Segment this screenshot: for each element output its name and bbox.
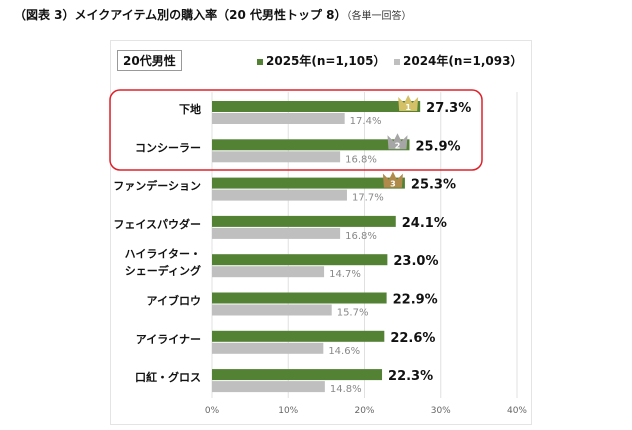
data-label-2024: 16.8% (345, 231, 377, 242)
bar-2024 (212, 227, 341, 239)
bar-2025 (212, 215, 396, 227)
crown-icon (398, 95, 419, 111)
legend-2025: 2025年(n=1,105） (257, 52, 385, 69)
category-label: ハイライター・ (125, 248, 201, 261)
data-label-2024: 15.7% (337, 308, 369, 319)
legend-label-2025: 2025年(n=1,105） (266, 54, 386, 68)
data-label-2025: 22.3% (388, 369, 433, 384)
crown-icon (387, 133, 408, 150)
data-label-2025: 24.1% (402, 216, 447, 231)
chart-frame (110, 40, 532, 425)
x-tick-label: 0% (205, 406, 220, 416)
x-tick-label: 20% (354, 406, 374, 416)
bar-2024 (212, 113, 345, 124)
bar-2024 (212, 189, 347, 201)
category-label: コンシーラー (135, 141, 201, 154)
bar-2025 (212, 177, 405, 189)
x-tick-label: 30% (431, 406, 451, 416)
data-label-2025: 25.9% (415, 139, 460, 154)
segment-label: 20代男性 (117, 50, 182, 71)
title-text: （図表 3）メイクアイテム別の購入率（20 代男性トップ 8） (14, 8, 347, 22)
crown-icon (382, 171, 403, 188)
title-note: （各単一回答） (346, 11, 412, 22)
bar-2025 (212, 139, 410, 151)
category-label: 下地 (179, 102, 201, 116)
bar-2024 (212, 266, 325, 278)
bar-2025 (212, 369, 383, 381)
legend-2024: 2024年(n=1,093） (394, 52, 522, 69)
x-tick-label: 10% (278, 406, 298, 416)
data-label-2024: 14.7% (329, 269, 361, 280)
legend-swatch-2024 (394, 58, 400, 65)
bar-2025 (212, 292, 387, 304)
rank-number: 1 (405, 103, 411, 112)
data-label-2025: 23.0% (393, 254, 438, 269)
bar-2024 (212, 304, 332, 316)
bar-2024 (212, 151, 341, 163)
data-label-2025: 25.3% (411, 178, 456, 193)
page-title: （図表 3）メイクアイテム別の購入率（20 代男性トップ 8）（各単一回答） (14, 6, 412, 23)
category-label: アイブロウ (147, 294, 201, 308)
legend-swatch-2025 (257, 58, 263, 65)
rank-number: 2 (395, 141, 401, 150)
category-label: 口紅・グロス (135, 370, 201, 384)
category-label: ファンデーション (113, 179, 201, 193)
legend-label-2024: 2024年(n=1,093） (403, 54, 523, 68)
bar-2024 (212, 342, 324, 354)
bar-2024 (212, 381, 325, 393)
bar-2025 (212, 254, 388, 266)
category-label: フェイスパウダー (113, 217, 201, 231)
data-label-2024: 17.4% (350, 116, 382, 127)
data-label-2025: 27.3% (426, 101, 471, 116)
bar-2025 (212, 101, 421, 112)
data-label-2024: 14.8% (330, 384, 362, 395)
data-label-2025: 22.9% (393, 293, 438, 308)
data-label-2024: 14.6% (328, 346, 360, 357)
bar-2025 (212, 330, 385, 342)
highlight-box (109, 89, 483, 171)
data-label-2024: 16.8% (345, 154, 377, 165)
category-label: シェーディング (125, 264, 201, 278)
data-label-2025: 22.6% (390, 331, 435, 346)
x-tick-label: 40% (507, 406, 527, 416)
category-label: アイライナー (136, 333, 201, 346)
rank-number: 3 (390, 180, 396, 189)
data-label-2024: 17.7% (352, 193, 384, 204)
